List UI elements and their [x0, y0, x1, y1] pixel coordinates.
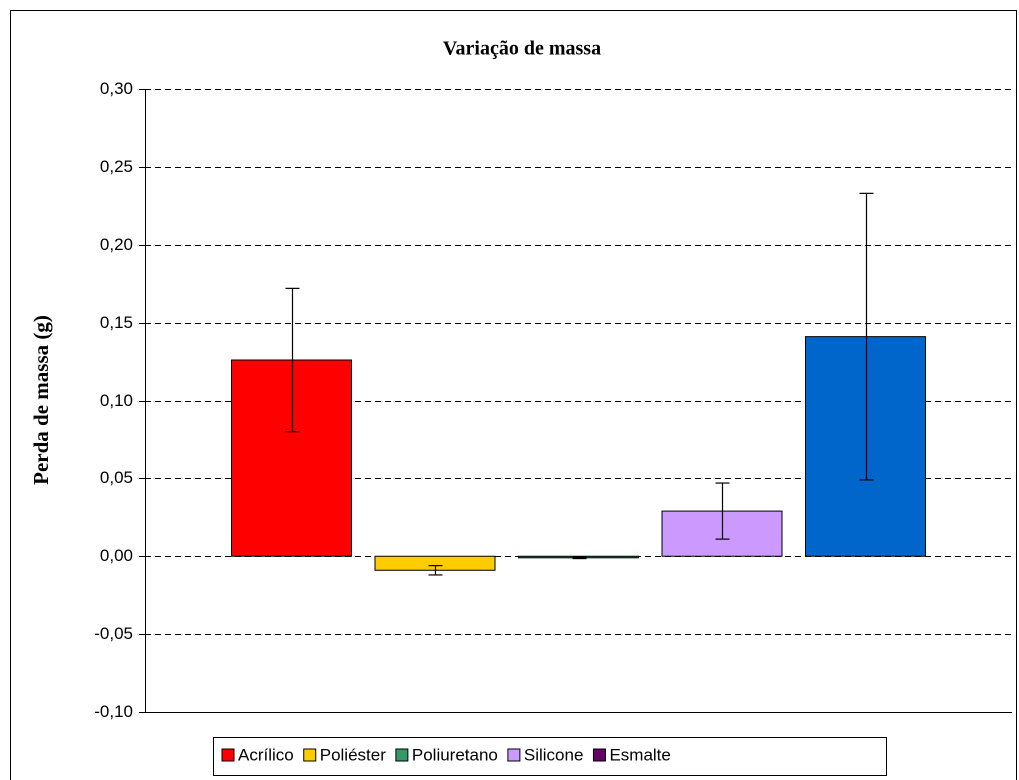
legend-label: Esmalte [609, 745, 670, 764]
legend-label: Poliuretano [412, 745, 498, 764]
legend-swatch [592, 748, 606, 762]
y-tick-label: 0,25 [100, 157, 133, 176]
y-tick-label: 0,05 [100, 468, 133, 487]
y-tick-label: 0,00 [100, 546, 133, 565]
y-tick-label: 0,30 [100, 79, 133, 98]
legend-swatch [303, 748, 317, 762]
legend-label: Poliéster [320, 745, 386, 764]
legend [213, 737, 887, 776]
y-axis-label: Perda de massa (g) [29, 315, 53, 485]
chart-title: Variação de massa [443, 38, 601, 60]
y-tick-label: -0,05 [94, 624, 133, 643]
y-tick-label: 0,15 [100, 313, 133, 332]
y-tick-label: 0,20 [100, 235, 133, 254]
bar [231, 359, 352, 557]
legend-label: Acrílico [238, 745, 294, 764]
bar [805, 336, 926, 557]
legend-swatch [395, 748, 409, 762]
y-tick-label: 0,10 [100, 391, 133, 410]
y-tick-label: -0,10 [94, 702, 133, 721]
legend-label: Silicone [524, 745, 584, 764]
legend-swatch [507, 748, 521, 762]
legend-swatch [221, 748, 235, 762]
